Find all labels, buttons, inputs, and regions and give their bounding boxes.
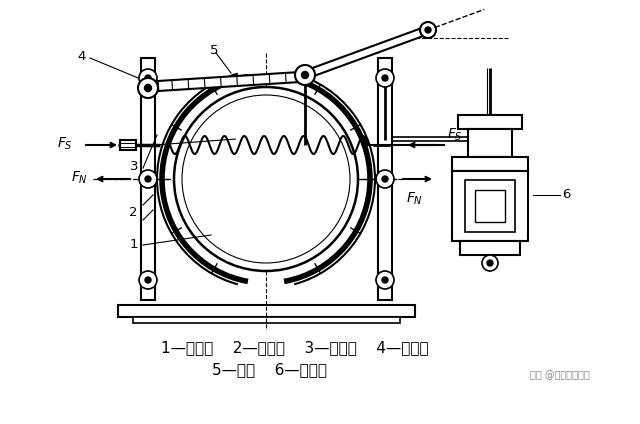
Circle shape (174, 87, 358, 271)
Circle shape (420, 22, 436, 38)
Circle shape (139, 69, 157, 87)
Circle shape (138, 78, 158, 98)
Polygon shape (303, 26, 429, 79)
Text: 2: 2 (129, 206, 138, 218)
Circle shape (145, 176, 151, 182)
Circle shape (382, 75, 388, 81)
Polygon shape (157, 72, 300, 91)
Circle shape (139, 170, 157, 188)
Text: $F_S$: $F_S$ (57, 136, 73, 152)
Circle shape (301, 72, 308, 78)
Text: 1—制动轮    2—闸瓦块    3—主弹簧    4—制动臂: 1—制动轮 2—闸瓦块 3—主弹簧 4—制动臂 (161, 340, 429, 355)
Circle shape (145, 75, 151, 81)
Bar (465, 180, 515, 232)
Text: 3: 3 (129, 161, 138, 173)
Text: 4: 4 (77, 50, 86, 64)
Bar (118, 305, 415, 317)
Text: $F_N$: $F_N$ (71, 170, 88, 186)
Text: 6: 6 (562, 189, 570, 201)
Circle shape (376, 69, 394, 87)
Bar (458, 115, 522, 129)
Bar (460, 241, 520, 255)
Circle shape (425, 27, 431, 33)
Circle shape (382, 277, 388, 283)
Circle shape (295, 65, 315, 85)
Bar (133, 317, 400, 323)
Text: $F_S$: $F_S$ (447, 127, 463, 143)
Text: 5: 5 (210, 45, 218, 58)
Circle shape (376, 170, 394, 188)
Bar (468, 129, 512, 157)
Circle shape (145, 277, 151, 283)
Bar (452, 157, 528, 171)
Bar (452, 171, 528, 241)
Circle shape (145, 84, 152, 92)
Bar (120, 140, 136, 150)
Bar (141, 58, 155, 300)
Circle shape (487, 260, 493, 266)
Circle shape (182, 95, 350, 263)
Text: 1: 1 (129, 237, 138, 251)
Text: 5—推杆    6—松闸器: 5—推杆 6—松闸器 (212, 362, 328, 377)
Text: 头条 @科技智能制造: 头条 @科技智能制造 (530, 370, 590, 380)
Text: $F_N$: $F_N$ (406, 191, 424, 207)
Circle shape (482, 255, 498, 271)
Circle shape (382, 176, 388, 182)
Bar (475, 190, 505, 222)
Bar (378, 58, 392, 300)
Circle shape (376, 271, 394, 289)
Circle shape (139, 271, 157, 289)
